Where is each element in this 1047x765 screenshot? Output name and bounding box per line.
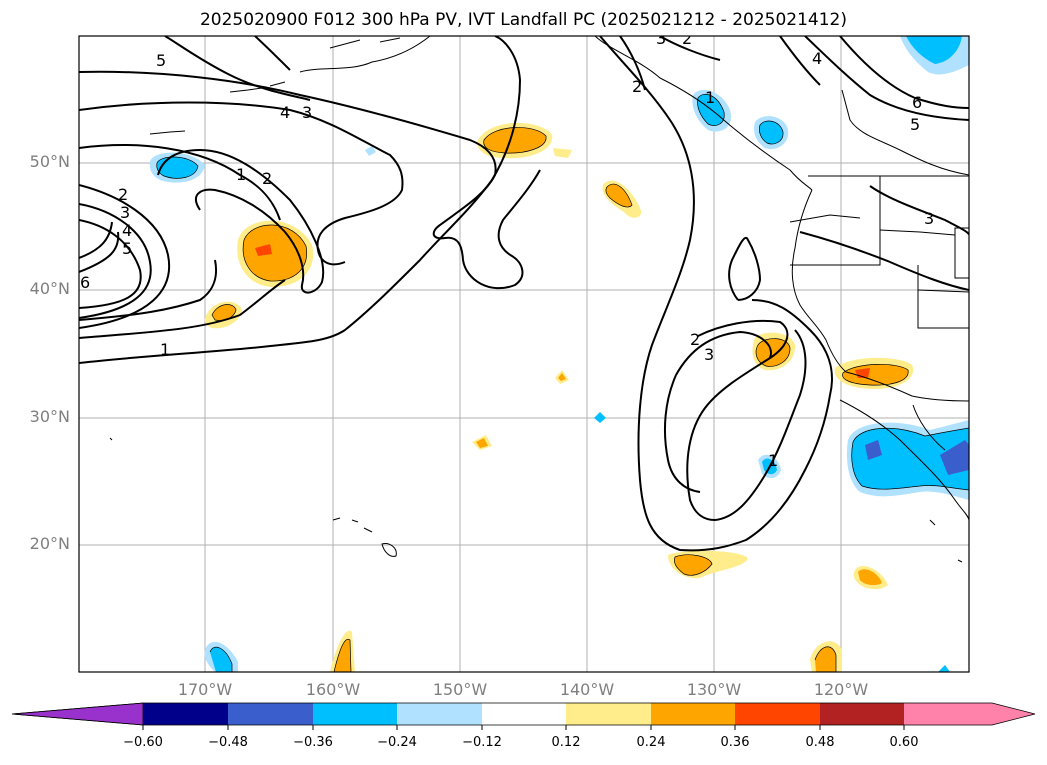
contour-label: 2 — [632, 77, 642, 96]
contour-label: 4 — [122, 221, 132, 240]
lon-label: 170°W — [177, 680, 233, 699]
negative-anomaly-fills — [149, 36, 969, 672]
lat-label: 40°N — [29, 279, 70, 298]
anomaly-outlines — [156, 94, 969, 672]
lon-label: 130°W — [686, 680, 742, 699]
colorbar-swatch — [566, 703, 651, 725]
lat-label: 20°N — [29, 534, 70, 553]
colorbar-swatch — [397, 703, 482, 725]
contour-label: 1 — [705, 88, 715, 107]
colorbar-extend-low — [11, 702, 144, 726]
lon-label: 160°W — [305, 680, 361, 699]
contour-label: 1 — [160, 340, 170, 359]
lon-label: 140°W — [559, 680, 615, 699]
colorbar-swatch — [735, 703, 820, 725]
contour-label: 4 — [812, 49, 822, 68]
gridlines — [79, 36, 969, 672]
lat-label: 50°N — [29, 152, 70, 171]
map-title: 2025020900 F012 300 hPa PV, IVT Landfall… — [199, 10, 847, 30]
contour-labels: 1 2 3 4 5 6 1 2 3 4 5 3 2 1 2 3 1 2 3 4 … — [80, 29, 934, 470]
colorbar-tick-label: −0.12 — [462, 735, 502, 750]
lon-label: 120°W — [813, 680, 869, 699]
colorbar-swatch — [143, 703, 228, 725]
colorbar-swatch — [820, 703, 904, 725]
colorbar-swatch — [482, 703, 566, 725]
coastlines — [109, 36, 969, 563]
map-frame — [78, 35, 970, 673]
contour-label: 3 — [656, 29, 666, 48]
contour-label: 2 — [118, 185, 128, 204]
lat-label: 30°N — [29, 407, 70, 426]
contour-label: 6 — [912, 93, 922, 112]
colorbar-swatch — [651, 703, 735, 725]
colorbar — [11, 702, 1036, 730]
colorbar-tick-label: 0.12 — [551, 735, 581, 750]
contour-label: 2 — [262, 169, 272, 188]
positive-anomaly-fills — [204, 122, 914, 672]
pv-contours — [79, 36, 969, 552]
contour-label: 3 — [924, 209, 934, 228]
colorbar-swatch — [228, 703, 313, 725]
contour-label: 4 — [280, 103, 290, 122]
colorbar-extend-high — [904, 703, 1035, 725]
contour-label: 3 — [120, 203, 130, 222]
contour-label: 6 — [80, 273, 90, 292]
contour-label: 1 — [236, 165, 246, 184]
colorbar-tick-label: −0.36 — [293, 735, 333, 750]
colorbar-tick-label: 0.60 — [889, 735, 919, 750]
contour-label: 5 — [910, 115, 920, 134]
lon-label: 150°W — [432, 680, 488, 699]
contour-label: 2 — [690, 330, 700, 349]
contour-label: 2 — [682, 29, 692, 48]
colorbar-tick-label: 0.36 — [720, 735, 750, 750]
colorbar-tick-label: 0.24 — [636, 735, 666, 750]
contour-label: 3 — [704, 345, 714, 364]
contour-label: 5 — [122, 239, 132, 258]
colorbar-tick-label: 0.48 — [805, 735, 835, 750]
contour-label: 3 — [302, 103, 312, 122]
borders — [789, 175, 969, 329]
colorbar-swatch — [313, 703, 397, 725]
contour-label: 1 — [768, 451, 778, 470]
colorbar-tick-label: −0.48 — [208, 735, 248, 750]
colorbar-tick-label: −0.60 — [123, 735, 163, 750]
contour-label: 5 — [156, 51, 166, 70]
colorbar-tick-label: −0.24 — [377, 735, 417, 750]
